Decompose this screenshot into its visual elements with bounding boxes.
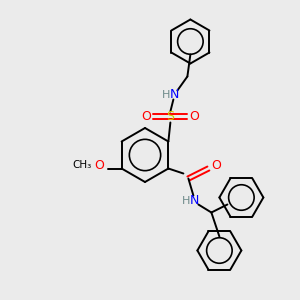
Text: O: O bbox=[189, 110, 199, 123]
Text: CH₃: CH₃ bbox=[72, 160, 91, 170]
Text: O: O bbox=[95, 159, 105, 172]
Text: N: N bbox=[170, 88, 179, 101]
Text: O: O bbox=[212, 159, 221, 172]
Text: H: H bbox=[182, 196, 190, 206]
Text: H: H bbox=[162, 89, 171, 100]
Text: N: N bbox=[190, 194, 199, 207]
Text: S: S bbox=[167, 110, 174, 123]
Text: O: O bbox=[141, 110, 151, 123]
